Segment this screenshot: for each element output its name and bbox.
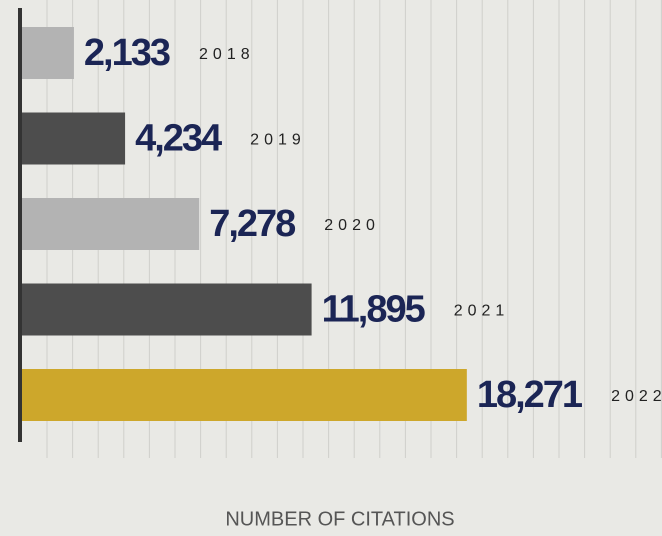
category-label: 2022: [611, 388, 662, 405]
x-axis-label: NUMBER OF CITATIONS: [225, 508, 454, 530]
value-label: 18,271: [477, 374, 583, 416]
value-label: 2,133: [84, 32, 170, 74]
bar: [22, 112, 126, 165]
value-label: 4,234: [135, 118, 222, 160]
bar: [22, 27, 74, 79]
category-label: 2021: [454, 303, 510, 320]
bar: [22, 369, 467, 421]
category-label: 2019: [250, 132, 306, 149]
value-label: 7,278: [209, 203, 295, 245]
category-label: 2020: [324, 217, 380, 234]
bar: [22, 283, 312, 336]
category-label: 2018: [199, 46, 255, 63]
bar: [22, 198, 200, 250]
value-label: 11,895: [322, 289, 426, 331]
